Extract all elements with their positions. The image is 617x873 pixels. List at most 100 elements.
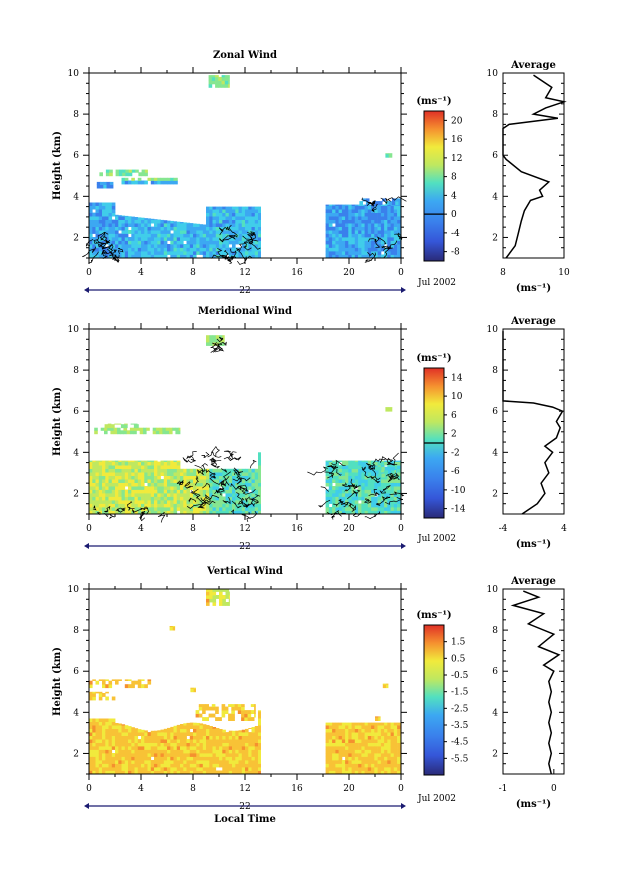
heatmap-cell [358,729,362,733]
heatmap-cell [222,220,226,224]
heatmap-cell [348,757,352,761]
heatmap-cell [209,490,213,494]
heatmap-cell [128,251,132,255]
heatmap-cell [115,490,119,494]
heatmap-cell [118,227,122,231]
x-tick-label: 20 [343,524,355,534]
heatmap-cell [335,743,339,747]
heatmap-cell [384,216,388,220]
heatmap-cell [132,170,136,173]
heatmap-cell [355,462,359,466]
colorbar-tick-label: -5.5 [451,754,469,764]
heatmap-cell [358,764,362,768]
heatmap-cell [99,732,103,736]
heatmap-cell [109,493,113,497]
heatmap-cell [352,760,356,764]
heatmap-cell [371,732,375,736]
heatmap-cell [138,476,142,480]
heatmap-cell [203,241,207,245]
date-axis-arrow-left [84,803,89,809]
heatmap-cell [391,739,395,743]
heatmap-cell [361,743,365,747]
heatmap-cell [222,507,226,511]
heatmap-cell [397,486,401,490]
heatmap-cell [148,244,152,248]
heatmap-cell [384,234,388,238]
heatmap-cell [109,750,113,754]
heatmap-cell [355,479,359,483]
heatmap-cell [164,757,168,761]
heatmap-cell [109,760,113,764]
heatmap-cell [368,230,372,234]
heatmap-cell [122,767,126,771]
heatmap-cell [128,244,132,248]
heatmap-cell [209,84,213,88]
heatmap-cell [229,595,230,599]
heatmap-cell [105,220,109,224]
heatmap-cell [144,461,148,462]
heatmap-cell [135,181,139,185]
heatmap-cell [365,479,369,483]
heatmap-cell [196,230,200,234]
heatmap-cell [144,465,148,469]
heatmap-cell [371,234,375,238]
heatmap-cell [131,244,135,248]
heatmap-cell [329,248,333,252]
heatmap-cell [128,237,132,241]
heatmap-cell [394,248,398,252]
heatmap-cell [368,767,372,771]
heatmap-cell [232,750,236,754]
heatmap-cell [157,479,161,483]
heatmap-cell [371,213,375,217]
heatmap-cell [154,181,158,185]
x-axis-label: Local Time [214,814,276,825]
heatmap-cell [164,230,168,234]
heatmap-cell [248,209,252,213]
heatmap-cell [154,746,158,750]
heatmap-cell [177,767,181,771]
heatmap-cell [193,507,197,511]
heatmap-cell [245,750,249,754]
heatmap-cell [206,732,210,736]
heatmap-cell [248,750,252,754]
heatmap-cell [222,743,226,747]
heatmap-cell [141,218,145,220]
heatmap-cell [335,209,339,213]
heatmap-cell [105,476,109,480]
heatmap-cell [112,479,116,483]
heatmap-cell [391,227,395,231]
heatmap-cell [105,490,109,494]
heatmap-cell [99,697,103,701]
heatmap-cell [170,181,174,185]
heatmap-cell [391,500,395,504]
heatmap-cell [99,725,103,729]
heatmap-cell [89,500,93,504]
heatmap-cell [206,739,210,743]
heatmap-cell [216,476,220,480]
heatmap-cell [89,462,93,466]
heatmap-cell [378,216,382,220]
heatmap-cell [174,178,178,181]
heatmap-cell [193,244,197,248]
heatmap-cell [258,729,261,733]
heatmap-cell [170,237,174,241]
heatmap-cell [361,764,365,768]
heatmap-cell [154,731,158,733]
heatmap-cell [105,469,109,473]
heatmap-cell [339,764,343,768]
heatmap-cell [128,241,132,245]
heatmap-cell [203,476,207,480]
average-panel: Average246810-4 4(ms⁻¹) [487,316,568,550]
heatmap-cell [118,504,122,508]
heatmap-cell [115,462,119,466]
heatmap-cell [206,750,210,754]
heatmap-cell [114,428,118,431]
heatmap-cell [102,722,106,726]
heatmap-cell [332,760,336,764]
heatmap-cell [213,753,217,757]
heatmap-cell [206,237,210,241]
heatmap-cell [213,729,217,733]
heatmap-cell [193,753,197,757]
heatmap-cell [161,479,165,483]
heatmap-cell [358,248,362,252]
